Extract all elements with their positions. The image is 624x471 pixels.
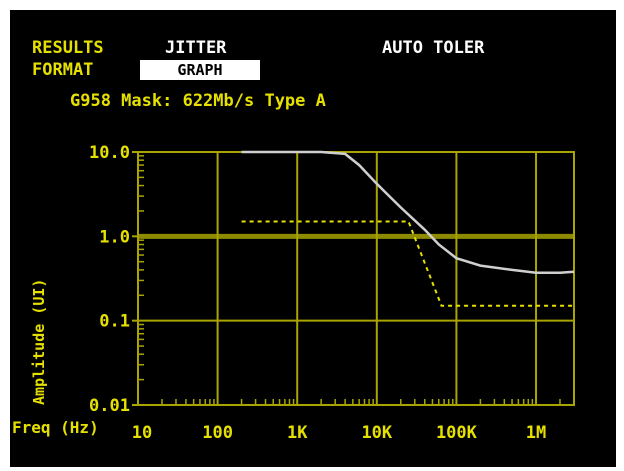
x-tick-label: 100K [436,423,478,443]
x-tick-label: 1M [526,423,546,443]
x-tick-label: 10K [361,423,392,443]
y-tick-label: 10.0 [89,143,130,163]
plot-frame [137,151,575,406]
format-label: FORMAT [32,60,94,80]
tolerance-series-line [241,150,575,274]
mask-description: G958 Mask: 622Mb/s Type A [70,91,326,111]
x-axis-title: Freq (Hz) [12,418,99,437]
y-tick-label: 0.1 [99,312,130,332]
auto-toler-label[interactable]: AUTO TOLER [382,38,485,58]
x-tick-label: 100 [202,423,233,443]
analyzer-screen: RESULTS JITTER AUTO TOLER FORMAT GRAPH G… [10,10,616,467]
y-tick-label: 1.0 [99,227,130,247]
results-mode-value[interactable]: JITTER [165,38,227,58]
y-tick-label: 0.01 [89,396,130,416]
format-selector[interactable]: GRAPH [140,60,260,80]
results-label: RESULTS [32,38,104,58]
x-tick-label: 10 [132,423,152,443]
mask-series-line [241,220,574,307]
x-tick-label: 1K [287,423,308,443]
